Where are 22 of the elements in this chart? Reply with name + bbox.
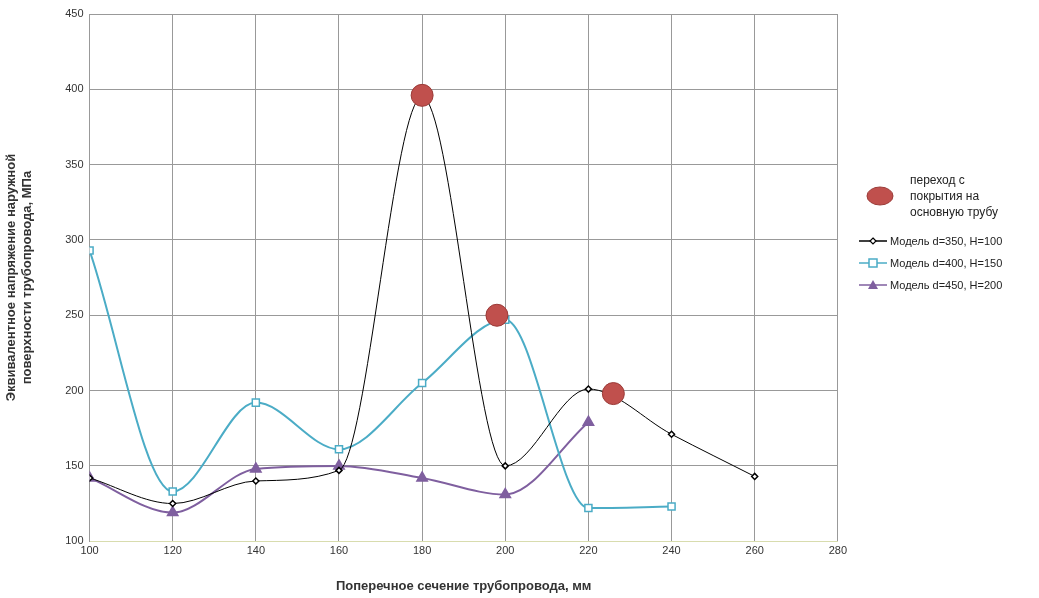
x-tick-label: 160 xyxy=(329,543,349,556)
legend-label: переход с покрытия на основную трубу xyxy=(910,172,1000,220)
x-tick-label: 220 xyxy=(579,543,598,556)
legend-label: Модель d=400, H=150 xyxy=(890,257,1003,269)
x-tick-label: 140 xyxy=(246,543,266,556)
x-tick-label: 240 xyxy=(662,543,681,556)
x-tick-label: 120 xyxy=(163,543,182,556)
y-tick-label: 200 xyxy=(65,383,84,396)
x-tick-label: 180 xyxy=(412,543,432,556)
y-tick-label: 150 xyxy=(65,458,84,471)
y-tick-label: 300 xyxy=(65,232,84,245)
y-tick-label: 250 xyxy=(65,308,84,321)
x-tick-label: 200 xyxy=(496,543,515,556)
y-tick-label: 450 xyxy=(65,7,84,20)
y-axis-title: Эквивалентное напряжение наружной поверхности трубопровода, МПа xyxy=(3,153,34,402)
legend-label: Модель d=450, H=200 xyxy=(890,279,1003,291)
x-tick-label: 280 xyxy=(828,543,847,556)
y-tick-label: 350 xyxy=(65,157,84,170)
x-tick-label: 260 xyxy=(745,543,764,556)
y-tick-label: 400 xyxy=(65,82,84,95)
x-axis-title: Поперечное сечение трубопровода, мм xyxy=(335,577,592,593)
legend-label: Модель d=350, H=100 xyxy=(890,235,1003,247)
